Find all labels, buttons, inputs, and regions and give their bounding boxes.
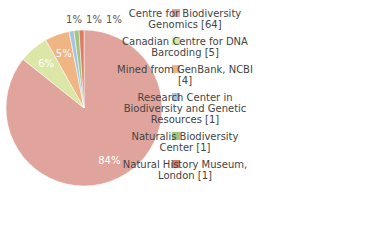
svg-text:1%: 1% [106, 14, 122, 25]
svg-text:1%: 1% [66, 14, 82, 25]
svg-text:1%: 1% [86, 14, 102, 25]
svg-text:84%: 84% [98, 155, 120, 166]
svg-text:Natural History Museum,London: Natural History Museum,London [1] [123, 159, 247, 181]
svg-text:6%: 6% [38, 58, 54, 69]
svg-text:Mined from GenBank, NCBI[4]: Mined from GenBank, NCBI[4] [117, 64, 253, 86]
svg-text:Research Center inBiodiversity: Research Center inBiodiversity and Genet… [124, 92, 247, 125]
svg-text:5%: 5% [56, 48, 72, 59]
svg-text:Centre for BiodiversityGenomic: Centre for BiodiversityGenomics [64] [129, 8, 242, 30]
svg-text:Canadian Centre for DNABarcodi: Canadian Centre for DNABarcoding [5] [122, 36, 248, 58]
svg-text:Naturalis BiodiversityCenter [: Naturalis BiodiversityCenter [1] [132, 131, 239, 153]
